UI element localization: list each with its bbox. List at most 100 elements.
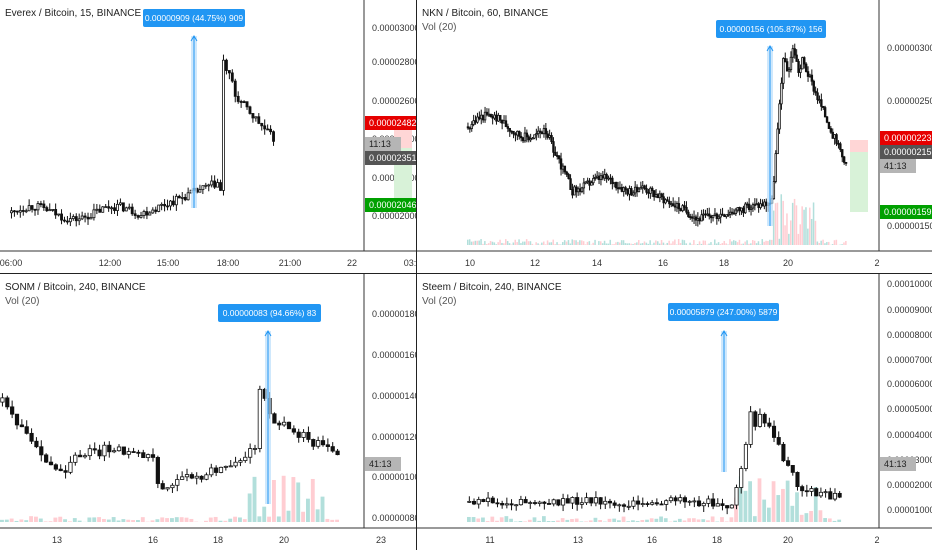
candle-body[interactable] (607, 500, 613, 504)
candle-body[interactable] (481, 499, 486, 502)
candle-body[interactable] (738, 207, 741, 212)
candle-body[interactable] (786, 460, 791, 466)
candle-body[interactable] (643, 185, 646, 189)
candle-body[interactable] (476, 116, 479, 123)
candle-body[interactable] (508, 127, 511, 132)
candle-body[interactable] (537, 130, 540, 135)
candle-body[interactable] (58, 468, 63, 472)
candle-body[interactable] (291, 428, 296, 433)
candle-body[interactable] (160, 203, 164, 206)
candle-body[interactable] (622, 187, 625, 192)
candle-body[interactable] (561, 498, 566, 506)
candle-body[interactable] (825, 116, 829, 123)
candle-body[interactable] (809, 488, 814, 492)
candle-body[interactable] (785, 61, 789, 72)
candle-body[interactable] (480, 114, 483, 120)
candle-body[interactable] (717, 216, 720, 219)
candle-body[interactable] (743, 444, 748, 469)
candle-body[interactable] (535, 133, 538, 136)
candle-body[interactable] (576, 188, 580, 193)
candle-body[interactable] (772, 181, 776, 200)
candle-body[interactable] (675, 203, 679, 208)
candle-body[interactable] (139, 215, 143, 218)
candle-body[interactable] (702, 213, 705, 216)
candle-body[interactable] (73, 454, 78, 463)
candle-body[interactable] (677, 203, 681, 210)
candle-body[interactable] (184, 474, 190, 478)
candle-body[interactable] (518, 130, 521, 137)
candle-body[interactable] (87, 448, 92, 457)
candle-body[interactable] (822, 105, 825, 108)
candle-body[interactable] (550, 135, 553, 143)
candle-body[interactable] (316, 440, 321, 447)
candle-body[interactable] (201, 185, 205, 191)
candle-body[interactable] (497, 114, 500, 122)
candle-body[interactable] (818, 99, 821, 102)
candle-body[interactable] (774, 153, 777, 182)
candle-body[interactable] (306, 431, 311, 440)
candle-body[interactable] (165, 487, 170, 490)
candle-body[interactable] (800, 486, 805, 492)
candle-body[interactable] (180, 196, 184, 199)
candle-body[interactable] (588, 180, 591, 186)
candle-body[interactable] (160, 483, 165, 490)
candle-body[interactable] (180, 476, 185, 480)
candle-body[interactable] (124, 207, 128, 212)
candle-body[interactable] (194, 475, 199, 479)
candle-body[interactable] (224, 59, 228, 71)
candle-body[interactable] (594, 176, 597, 179)
candle-body[interactable] (831, 131, 834, 139)
candle-body[interactable] (10, 406, 15, 415)
candle-body[interactable] (490, 497, 495, 504)
chart-title[interactable]: Steem / Bitcoin, 240, BINANCE (422, 282, 562, 293)
candle-body[interactable] (78, 454, 83, 458)
candle-body[interactable] (527, 136, 530, 141)
candle-body[interactable] (728, 211, 732, 215)
candle-body[interactable] (335, 450, 340, 456)
candle-body[interactable] (60, 213, 63, 221)
candle-body[interactable] (529, 138, 532, 141)
candle-body[interactable] (24, 210, 28, 213)
candle-body[interactable] (532, 502, 538, 504)
candle-body[interactable] (163, 203, 167, 207)
candle-body[interactable] (681, 205, 684, 212)
candle-body[interactable] (592, 178, 595, 184)
candle-body[interactable] (725, 214, 728, 218)
candle-body[interactable] (820, 99, 823, 107)
candle-body[interactable] (272, 131, 275, 142)
candle-body[interactable] (514, 504, 519, 507)
candle-body[interactable] (799, 68, 802, 73)
candle-body[interactable] (654, 502, 659, 505)
candle-body[interactable] (39, 203, 43, 205)
candle-body[interactable] (561, 165, 565, 170)
candle-body[interactable] (589, 497, 594, 504)
candle-body[interactable] (787, 69, 791, 72)
candle-body[interactable] (808, 74, 812, 77)
candle-body[interactable] (330, 446, 335, 452)
candle-body[interactable] (472, 120, 475, 125)
candle-body[interactable] (810, 74, 814, 82)
candle-body[interactable] (833, 134, 836, 139)
candle-body[interactable] (601, 175, 605, 179)
candle-body[interactable] (685, 206, 688, 213)
candle-body[interactable] (656, 194, 660, 199)
chart-canvas[interactable]: 0.000030000.000028000.000026000.00002400… (0, 0, 416, 273)
candle-body[interactable] (74, 216, 78, 222)
candle-body[interactable] (286, 421, 292, 430)
candle-body[interactable] (626, 189, 629, 195)
candle-body[interactable] (690, 216, 694, 219)
candle-body[interactable] (467, 500, 472, 503)
candle-body[interactable] (251, 113, 255, 119)
candle-body[interactable] (236, 95, 240, 102)
candle-body[interactable] (829, 128, 833, 133)
candle-body[interactable] (533, 134, 536, 139)
candle-body[interactable] (489, 113, 492, 118)
candle-body[interactable] (36, 203, 40, 211)
candle-body[interactable] (639, 187, 643, 190)
candle-body[interactable] (77, 218, 81, 222)
candle-body[interactable] (42, 203, 46, 208)
candle-body[interactable] (296, 431, 301, 438)
candle-body[interactable] (744, 203, 747, 214)
candle-body[interactable] (325, 444, 330, 447)
candle-body[interactable] (729, 504, 734, 509)
